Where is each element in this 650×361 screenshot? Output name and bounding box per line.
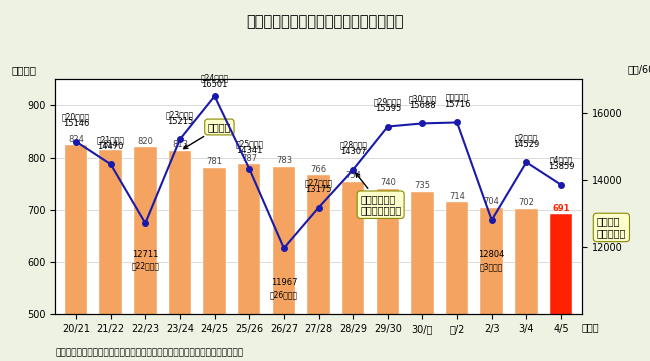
Text: 820: 820 <box>137 137 153 145</box>
Text: 需要実績: 需要実績 <box>184 122 231 149</box>
Text: （年）: （年） <box>582 322 599 332</box>
Text: 691: 691 <box>552 204 569 213</box>
Text: 702: 702 <box>519 198 534 207</box>
Text: （26年産）: （26年産） <box>270 290 298 299</box>
Bar <box>99 150 122 361</box>
Bar <box>65 145 87 361</box>
Text: （21年産）: （21年産） <box>97 135 125 144</box>
Text: （28年産）: （28年産） <box>339 140 367 149</box>
Text: 814: 814 <box>103 140 118 149</box>
Text: 14307: 14307 <box>340 147 367 156</box>
Text: 754: 754 <box>345 171 361 180</box>
Bar <box>411 192 434 361</box>
Text: 13175: 13175 <box>306 185 332 194</box>
Text: 11967: 11967 <box>270 278 297 287</box>
Text: （30年産）: （30年産） <box>408 94 437 103</box>
Text: 766: 766 <box>311 165 326 174</box>
Text: 787: 787 <box>241 154 257 163</box>
Text: 13859: 13859 <box>548 162 574 171</box>
Bar <box>342 182 365 361</box>
Bar <box>480 208 503 361</box>
Text: 15595: 15595 <box>374 104 401 113</box>
Text: （20年産）: （20年産） <box>62 113 90 121</box>
Bar <box>169 151 191 361</box>
Text: 15716: 15716 <box>444 100 471 109</box>
Text: （24年産）: （24年産） <box>200 74 229 83</box>
Text: （2年産）: （2年産） <box>515 133 538 142</box>
Text: （3年産）: （3年産） <box>480 262 503 271</box>
Bar <box>550 214 572 361</box>
Text: 14470: 14470 <box>98 142 124 151</box>
Text: （27年産）: （27年産） <box>304 179 333 187</box>
Text: 781: 781 <box>207 157 222 166</box>
Text: （29年産）: （29年産） <box>374 97 402 106</box>
Bar <box>272 166 295 361</box>
Bar <box>203 168 226 361</box>
Text: 714: 714 <box>449 192 465 201</box>
Text: 14529: 14529 <box>514 140 540 149</box>
Text: 704: 704 <box>484 197 500 206</box>
Y-axis label: （円/60kg）: （円/60kg） <box>628 65 650 75</box>
Bar <box>515 209 538 361</box>
Text: 12711: 12711 <box>132 250 159 259</box>
Text: 12804: 12804 <box>478 250 505 259</box>
Bar <box>446 203 468 361</box>
Text: 16501: 16501 <box>202 81 228 90</box>
Text: 【最近における米の需要と価格の動向】: 【最近における米の需要と価格の動向】 <box>246 14 404 30</box>
Text: 相対取引価格
（全銘柄平均）: 相対取引価格 （全銘柄平均） <box>356 173 401 216</box>
Text: 15688: 15688 <box>409 101 436 110</box>
Y-axis label: （万ｔ）: （万ｔ） <box>11 65 36 75</box>
Text: 14341: 14341 <box>236 146 263 155</box>
Text: 735: 735 <box>415 181 430 190</box>
Text: 15215: 15215 <box>167 117 193 126</box>
Bar <box>307 175 330 361</box>
Text: 783: 783 <box>276 156 292 165</box>
Text: （元年産）: （元年産） <box>445 93 469 103</box>
Text: 740: 740 <box>380 178 396 187</box>
Text: 824: 824 <box>68 135 84 144</box>
Bar <box>376 189 399 361</box>
Text: 需要実績
（速報値）: 需要実績 （速報値） <box>597 217 626 238</box>
Bar <box>134 147 157 361</box>
Text: 813: 813 <box>172 140 188 149</box>
Text: （22年産）: （22年産） <box>131 262 159 271</box>
Bar <box>238 164 261 361</box>
Text: （4年産）: （4年産） <box>549 156 573 165</box>
Text: 注：４年産の相対取引価格については、出回りから５年６月までの平均価格。: 注：４年産の相対取引価格については、出回りから５年６月までの平均価格。 <box>55 348 243 357</box>
Text: （23年産）: （23年産） <box>166 110 194 119</box>
Text: （25年産）: （25年産） <box>235 139 263 148</box>
Text: 15146: 15146 <box>63 119 89 128</box>
